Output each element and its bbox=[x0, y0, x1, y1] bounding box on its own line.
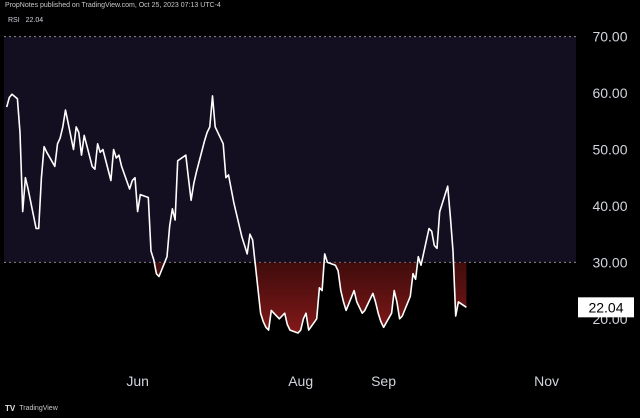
indicator-value: 22.04 bbox=[25, 17, 44, 24]
oversold-fill bbox=[6, 262, 467, 333]
last-value-text: 22.04 bbox=[588, 299, 623, 315]
y-tick-label: 50.00 bbox=[592, 141, 627, 157]
indicator-name: RSI bbox=[8, 17, 20, 24]
last-value-label: 22.04 bbox=[578, 297, 634, 318]
x-tick-label: Aug bbox=[288, 373, 313, 389]
y-tick-label: 70.00 bbox=[592, 29, 627, 45]
y-tick-label: 40.00 bbox=[592, 198, 627, 214]
x-tick-label: Jun bbox=[126, 373, 149, 389]
x-axis: Jun Aug Sep Nov bbox=[126, 373, 559, 389]
x-tick-label: Sep bbox=[371, 373, 396, 389]
footer-branding: TV TradingView bbox=[5, 404, 58, 413]
last-value-box bbox=[578, 297, 634, 318]
x-tick-label: Nov bbox=[534, 373, 559, 389]
rsi-series-line bbox=[5, 93, 467, 334]
y-tick-label: 30.00 bbox=[592, 254, 627, 270]
y-tick-label: 60.00 bbox=[592, 85, 627, 101]
tradingview-brand: TradingView bbox=[19, 405, 58, 412]
indicator-legend: RSI 22.04 bbox=[8, 17, 47, 24]
publisher-attribution: PropNotes published on TradingView.com, … bbox=[5, 2, 221, 9]
rsi-band-background bbox=[4, 36, 576, 263]
tradingview-logo: TV bbox=[5, 404, 16, 413]
